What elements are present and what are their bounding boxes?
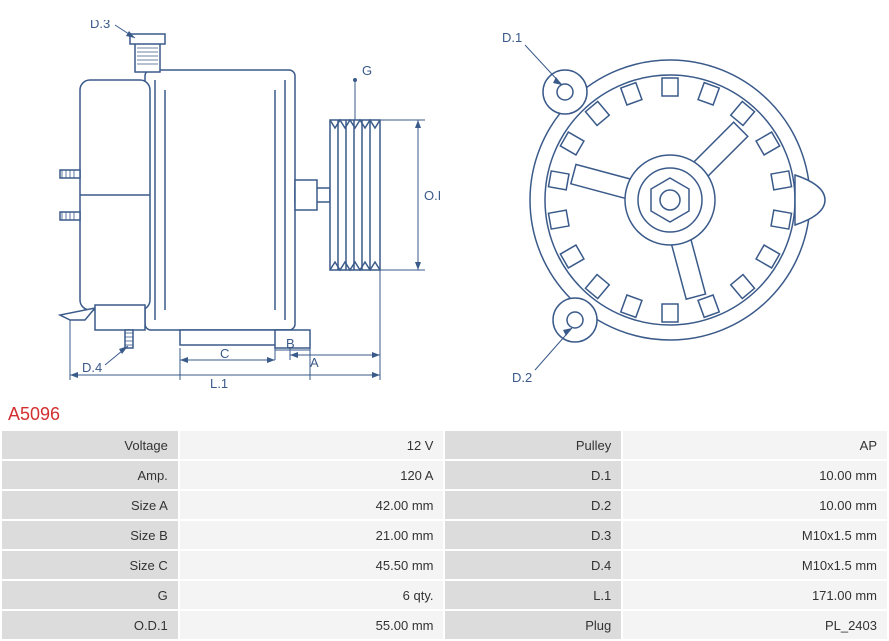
alternator-side-view: G O.D.1 D.3 D.4: [40, 20, 440, 390]
diagram-area: G O.D.1 D.3 D.4: [0, 0, 889, 400]
label-d4: D.4: [82, 360, 102, 375]
spec-label: Voltage: [2, 431, 178, 459]
spec-row: Size B21.00 mmD.3M10x1.5 mm: [2, 521, 887, 549]
spec-value: 55.00 mm: [180, 611, 444, 639]
spec-label: D.1: [445, 461, 621, 489]
alternator-front-view: D.1 D.2: [480, 20, 860, 390]
label-od1: O.D.1: [424, 188, 440, 203]
label-d2: D.2: [512, 370, 532, 385]
spec-value: 12 V: [180, 431, 444, 459]
label-c: C: [220, 346, 229, 361]
label-b: B: [286, 336, 295, 351]
spec-value: AP: [623, 431, 887, 459]
spec-label: Size C: [2, 551, 178, 579]
spec-value: 21.00 mm: [180, 521, 444, 549]
label-a: A: [310, 355, 319, 370]
spec-label: Pulley: [445, 431, 621, 459]
spec-table: Voltage12 VPulleyAPAmp.120 AD.110.00 mmS…: [0, 429, 889, 641]
part-number: A5096: [0, 400, 889, 429]
spec-value: 42.00 mm: [180, 491, 444, 519]
spec-label: Size A: [2, 491, 178, 519]
spec-row: G6 qty.L.1171.00 mm: [2, 581, 887, 609]
spec-value: M10x1.5 mm: [623, 521, 887, 549]
spec-value: 10.00 mm: [623, 491, 887, 519]
spec-row: Voltage12 VPulleyAP: [2, 431, 887, 459]
spec-row: Size A42.00 mmD.210.00 mm: [2, 491, 887, 519]
page-container: G O.D.1 D.3 D.4: [0, 0, 889, 623]
spec-value: PL_2403: [623, 611, 887, 639]
spec-row: O.D.155.00 mmPlugPL_2403: [2, 611, 887, 639]
spec-label: O.D.1: [2, 611, 178, 639]
label-g: G: [362, 63, 372, 78]
spec-label: D.4: [445, 551, 621, 579]
spec-label: L.1: [445, 581, 621, 609]
label-l1: L.1: [210, 376, 228, 390]
spec-value: 171.00 mm: [623, 581, 887, 609]
spec-row: Size C45.50 mmD.4M10x1.5 mm: [2, 551, 887, 579]
spec-value: 120 A: [180, 461, 444, 489]
spec-label: Amp.: [2, 461, 178, 489]
spec-label: Size B: [2, 521, 178, 549]
spec-value: 6 qty.: [180, 581, 444, 609]
spec-value: 10.00 mm: [623, 461, 887, 489]
label-d3: D.3: [90, 20, 110, 31]
spec-value: M10x1.5 mm: [623, 551, 887, 579]
spec-label: D.2: [445, 491, 621, 519]
spec-label: D.3: [445, 521, 621, 549]
spec-label: Plug: [445, 611, 621, 639]
spec-row: Amp.120 AD.110.00 mm: [2, 461, 887, 489]
spec-value: 45.50 mm: [180, 551, 444, 579]
label-d1: D.1: [502, 30, 522, 45]
spec-label: G: [2, 581, 178, 609]
